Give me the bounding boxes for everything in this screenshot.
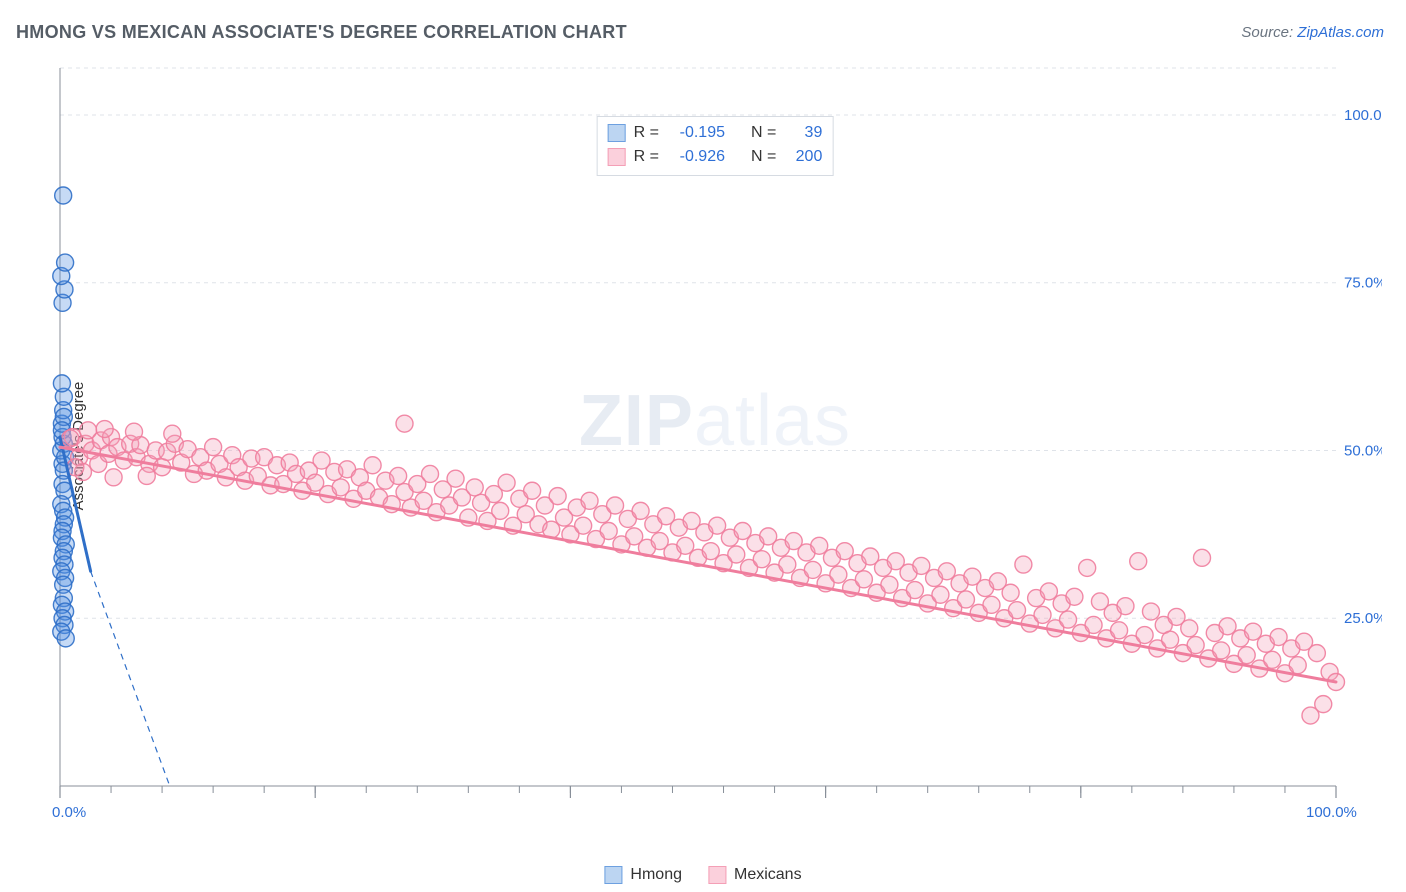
legend-swatch	[608, 124, 626, 142]
svg-text:25.0%: 25.0%	[1344, 610, 1382, 627]
legend-r-label: R =	[634, 145, 659, 169]
series-legend: Hmong Mexicans	[604, 866, 801, 884]
x-axis-max-label: 100.0%	[1306, 804, 1357, 821]
svg-text:75.0%: 75.0%	[1344, 275, 1382, 292]
legend-r-label: R =	[634, 121, 659, 145]
legend-r-value: -0.195	[667, 121, 725, 145]
legend-n-value: 200	[784, 145, 822, 169]
legend-n-label: N =	[751, 145, 776, 169]
watermark-bold: ZIP	[579, 381, 694, 461]
svg-text:100.0%: 100.0%	[1344, 107, 1382, 124]
x-axis-min-label: 0.0%	[52, 804, 86, 821]
legend-r-value: -0.926	[667, 145, 725, 169]
correlation-legend: R = -0.195 N = 39 R = -0.926 N = 200	[597, 116, 834, 176]
svg-text:50.0%: 50.0%	[1344, 442, 1382, 459]
source-attribution: Source: ZipAtlas.com	[1241, 24, 1384, 41]
legend-row: R = -0.926 N = 200	[608, 145, 823, 169]
chart-title: HMONG VS MEXICAN ASSOCIATE'S DEGREE CORR…	[16, 22, 627, 43]
legend-n-label: N =	[751, 121, 776, 145]
chart-container: HMONG VS MEXICAN ASSOCIATE'S DEGREE CORR…	[0, 0, 1406, 892]
series-legend-label: Mexicans	[734, 866, 802, 884]
legend-swatch	[604, 866, 622, 884]
series-legend-item: Mexicans	[708, 866, 802, 884]
legend-swatch	[608, 148, 626, 166]
series-legend-item: Hmong	[604, 866, 682, 884]
legend-n-value: 39	[784, 121, 822, 145]
plot-area: 25.0% 50.0% 75.0% 100.0% ZIPatlas R = -0.195…	[48, 56, 1382, 816]
source-label: Source:	[1241, 24, 1293, 41]
series-legend-label: Hmong	[630, 866, 682, 884]
legend-swatch	[708, 866, 726, 884]
legend-row: R = -0.195 N = 39	[608, 121, 823, 145]
watermark-light: atlas	[694, 381, 851, 461]
watermark: ZIPatlas	[579, 380, 851, 462]
source-link[interactable]: ZipAtlas.com	[1297, 24, 1384, 41]
